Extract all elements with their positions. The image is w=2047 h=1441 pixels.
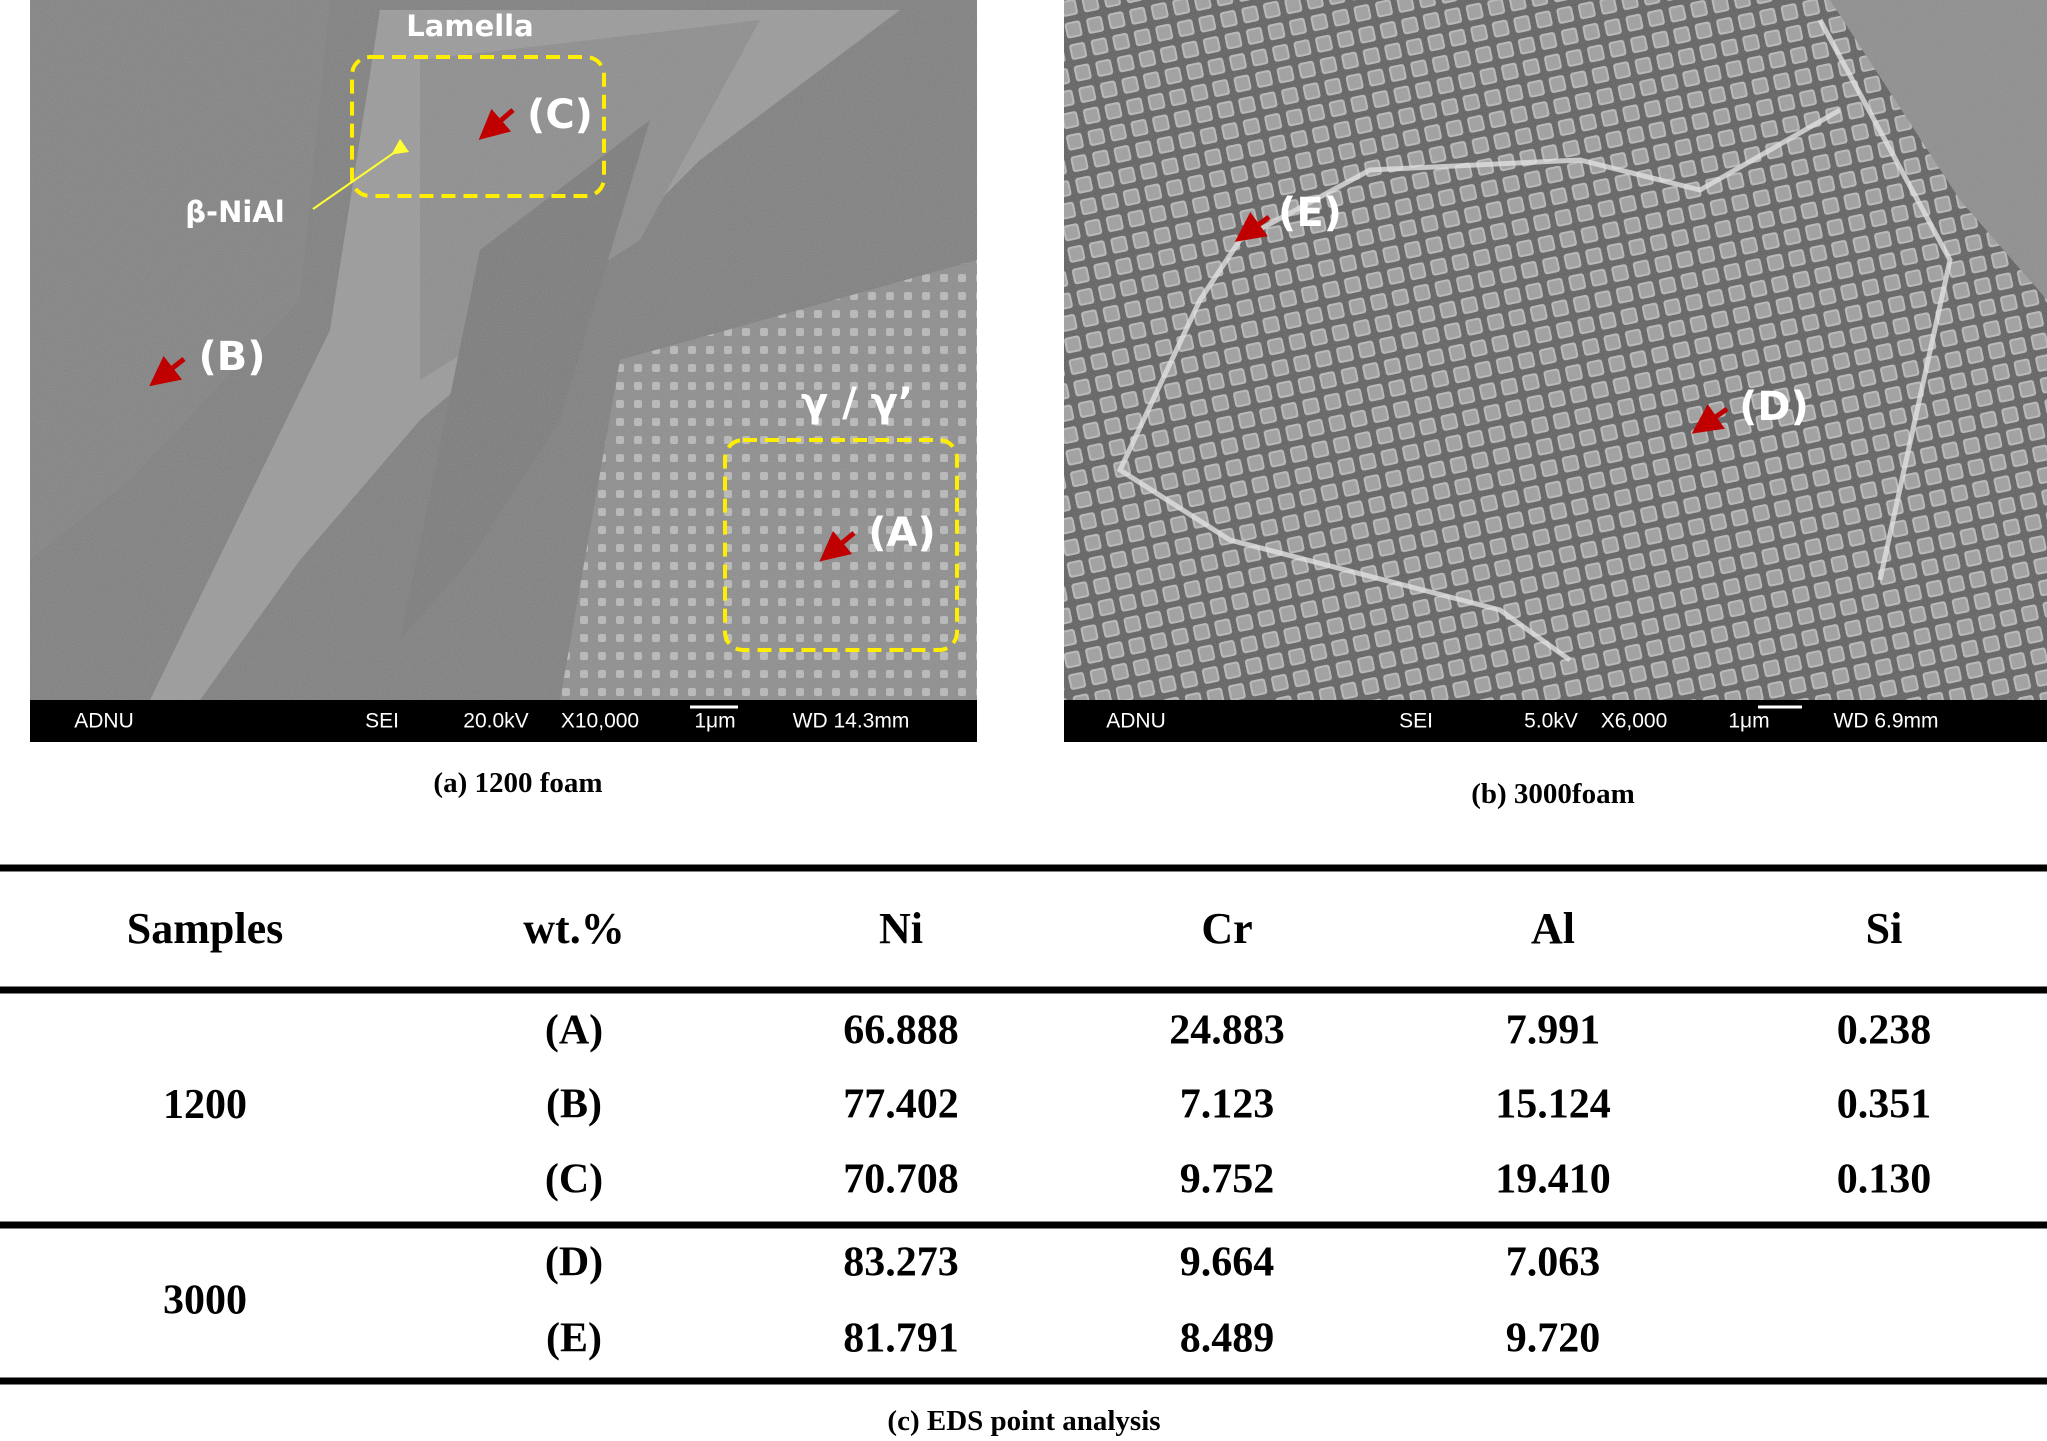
caption: (c) EDS point analysis <box>887 1405 1160 1437</box>
annotation: β-NiAl <box>185 195 284 229</box>
table-cell: 9.720 <box>1506 1316 1601 1362</box>
table-cell: 66.888 <box>843 1008 959 1054</box>
sem-image-b: (E) (D) <box>1064 0 2047 742</box>
table-header: Samples <box>127 904 283 953</box>
annotation: (A) <box>868 510 936 556</box>
table-header: Ni <box>879 904 923 953</box>
table-header: wt.% <box>523 904 624 953</box>
info-bar-text: WD 6.9mm <box>1834 710 1939 733</box>
table-cell: (C) <box>545 1157 603 1203</box>
table-header: Si <box>1866 904 1903 953</box>
table-header: Al <box>1531 904 1575 953</box>
annotation: (B) <box>198 334 265 380</box>
annotation: Lamella <box>406 9 533 43</box>
info-bar-text: ADNU <box>1106 710 1166 733</box>
caption: (b) 3000foam <box>1471 778 1635 810</box>
info-bar-text: SEI <box>365 710 399 733</box>
table-cell: (D) <box>545 1240 603 1286</box>
info-bar-text: X6,000 <box>1601 710 1668 733</box>
table-cell: (B) <box>546 1082 602 1128</box>
sample-label: 3000 <box>163 1278 247 1324</box>
table-cell: 9.664 <box>1180 1240 1275 1286</box>
table-cell: 0.351 <box>1837 1082 1932 1128</box>
info-bar-text: 20.0kV <box>463 710 528 733</box>
table-cell: 7.063 <box>1506 1240 1601 1286</box>
caption: (a) 1200 foam <box>433 767 602 799</box>
table-cell: 81.791 <box>843 1316 959 1362</box>
table-cell: 77.402 <box>843 1082 959 1128</box>
table-cell: 7.991 <box>1506 1008 1601 1054</box>
info-bar-text: ADNU <box>74 710 134 733</box>
table-cell: 7.123 <box>1180 1082 1275 1128</box>
info-bar-text: X10,000 <box>561 710 639 733</box>
table-cell: 19.410 <box>1495 1157 1611 1203</box>
annotation: γ / γ’ <box>801 380 913 426</box>
table-cell: 24.883 <box>1169 1008 1285 1054</box>
info-bar-text: 1μm <box>1728 710 1769 733</box>
table-cell: 70.708 <box>843 1157 959 1203</box>
sample-label: 1200 <box>163 1082 247 1128</box>
info-bar-text: SEI <box>1399 710 1433 733</box>
table-cell: 0.130 <box>1837 1157 1932 1203</box>
annotation: (C) <box>527 92 593 138</box>
table-cell: 83.273 <box>843 1240 959 1286</box>
table-cell: (E) <box>546 1316 602 1362</box>
table-cell: (A) <box>545 1008 603 1054</box>
info-bar-text: WD 14.3mm <box>793 710 910 733</box>
table-header: Cr <box>1201 904 1252 953</box>
table-cell: 0.238 <box>1837 1008 1932 1054</box>
sem-image-a: Lamella (C) β-NiAl (B) γ / γ’ (A) <box>30 0 977 742</box>
info-bar <box>1064 700 2047 742</box>
table-cell: 8.489 <box>1180 1316 1275 1362</box>
annotation: (E) <box>1278 190 1342 236</box>
info-bar-text: 1μm <box>694 710 735 733</box>
info-bar <box>30 700 977 742</box>
annotation: (D) <box>1739 384 1809 430</box>
info-bar-text: 5.0kV <box>1524 710 1578 733</box>
table-cell: 9.752 <box>1180 1157 1275 1203</box>
table-cell: 15.124 <box>1495 1082 1611 1128</box>
